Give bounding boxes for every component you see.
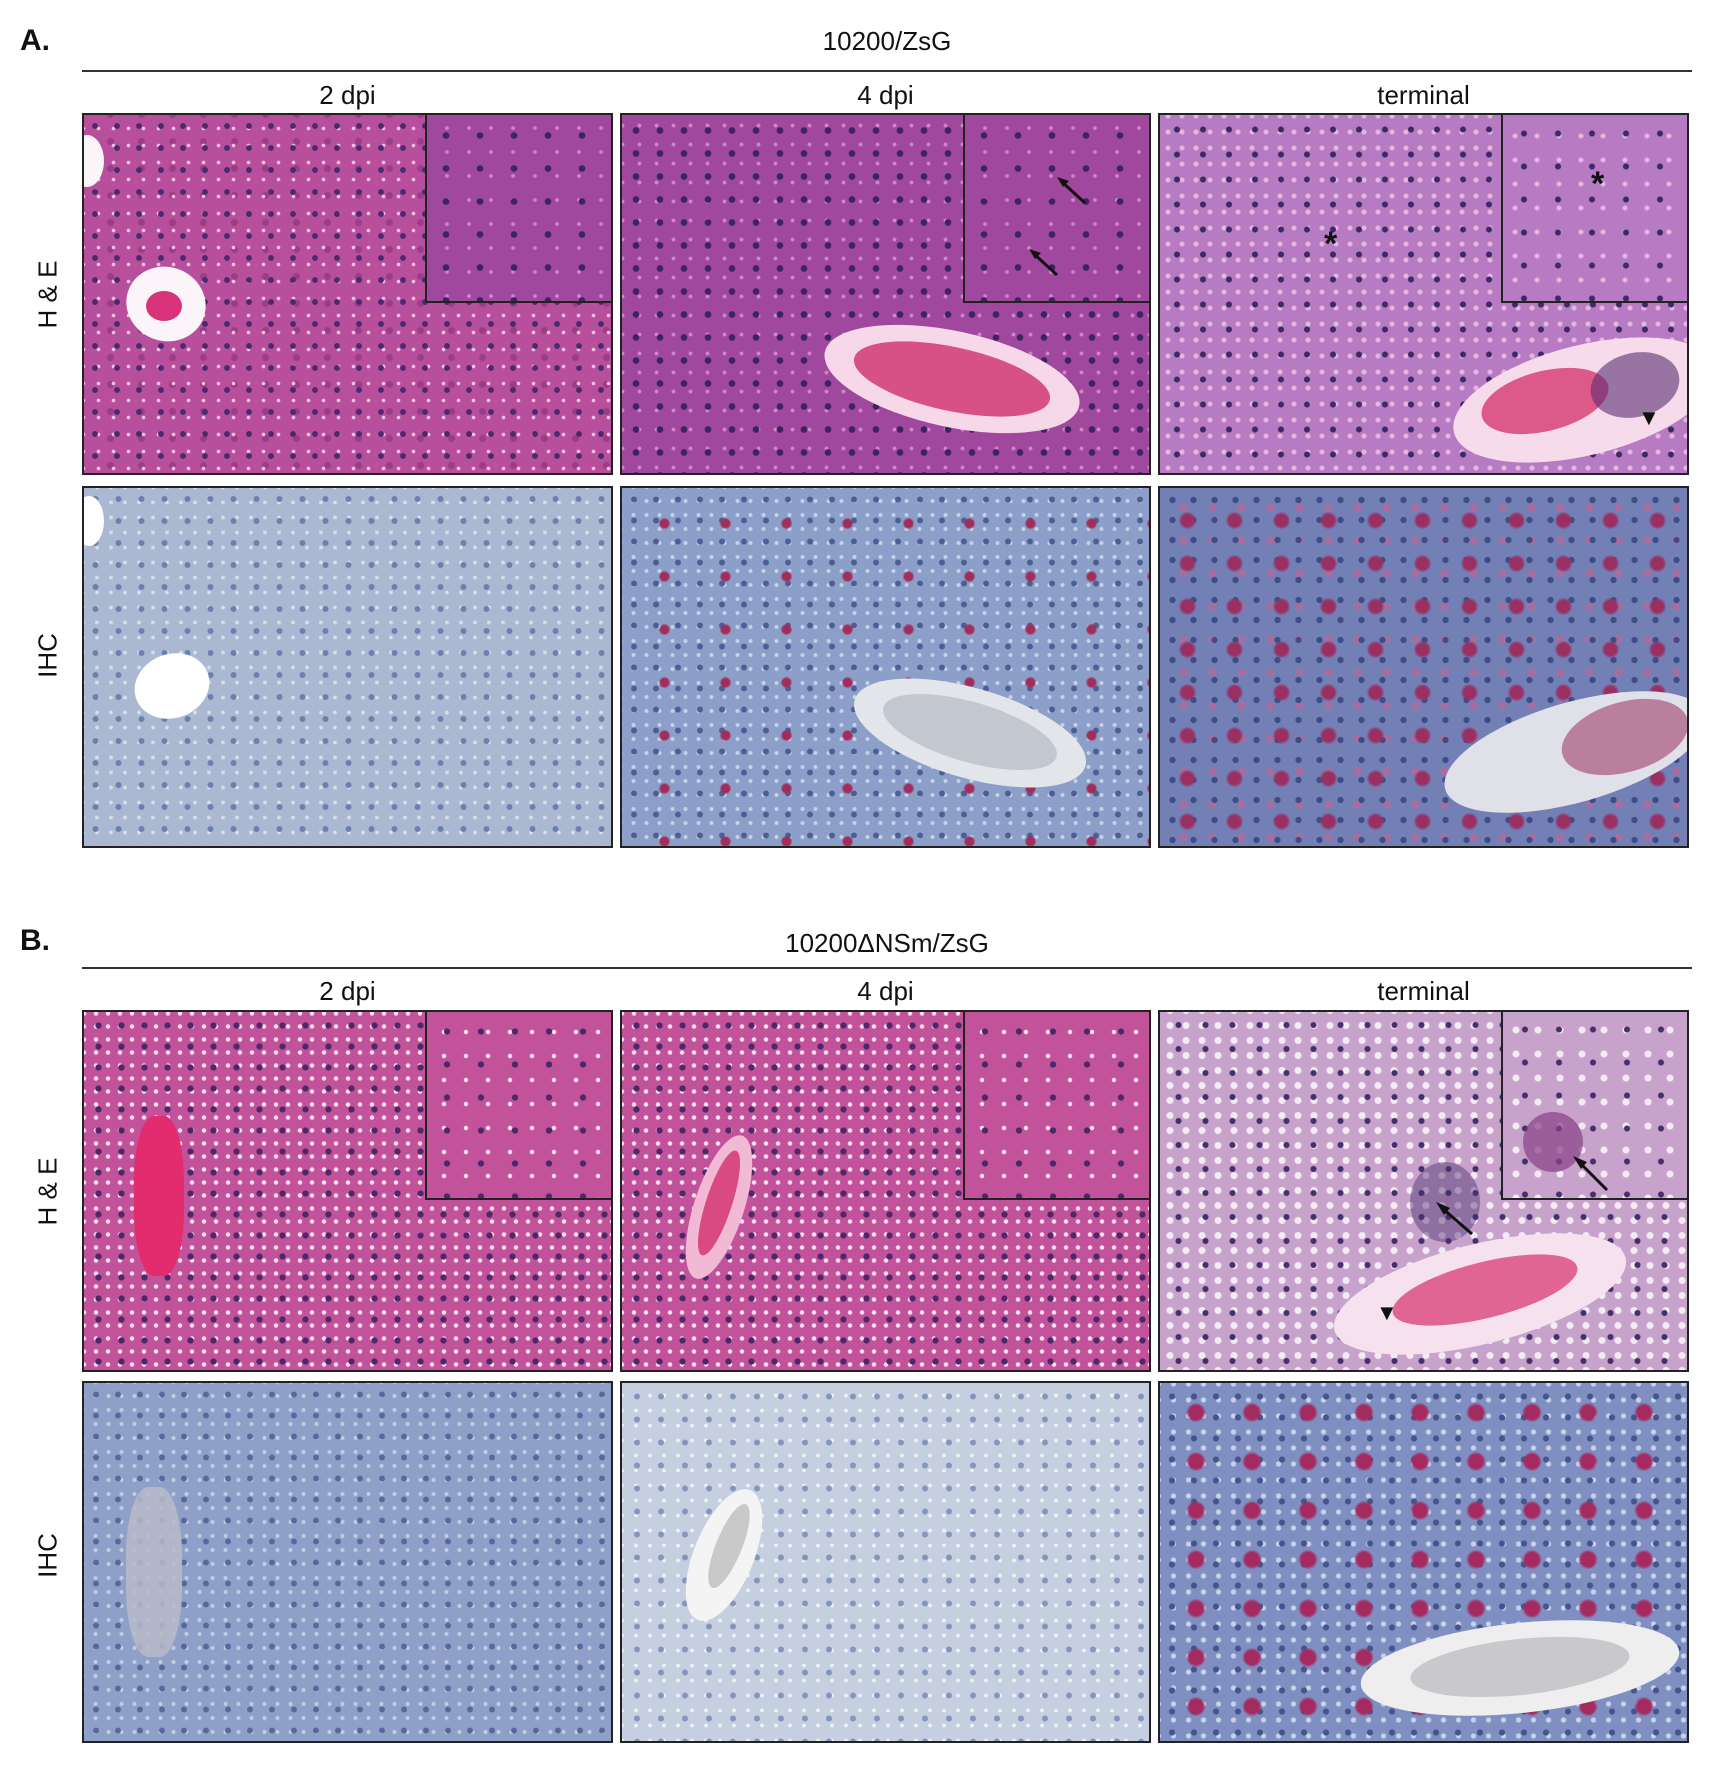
micrograph-b-he-4dpi bbox=[620, 1010, 1151, 1372]
micrograph-a-he-terminal: * ▼ * bbox=[1158, 113, 1689, 475]
arrow-icon bbox=[1029, 177, 1087, 277]
panel-a-col-2dpi: 2 dpi bbox=[319, 80, 376, 110]
micrograph-a-ihc-terminal bbox=[1158, 486, 1689, 848]
inset-magnified bbox=[425, 1012, 611, 1200]
arrowhead-marker: ▼ bbox=[1376, 1300, 1398, 1325]
panel-a-row-he: H & E bbox=[32, 260, 63, 329]
micrograph-b-he-2dpi bbox=[82, 1010, 613, 1372]
panel-b-col-terminal: terminal bbox=[1377, 976, 1470, 1006]
vessel-lumen bbox=[126, 1487, 182, 1657]
inset-magnified bbox=[963, 1012, 1149, 1200]
red-blood-cells bbox=[134, 1116, 184, 1276]
vessel-lumen bbox=[84, 496, 104, 546]
micrograph-a-ihc-2dpi bbox=[82, 486, 613, 848]
vessel-lumen bbox=[125, 642, 219, 730]
arrowhead-marker: ▼ bbox=[1638, 405, 1660, 430]
red-blood-cells bbox=[146, 291, 182, 321]
inset-magnified bbox=[425, 115, 611, 303]
panel-b-divider bbox=[82, 967, 1692, 969]
panel-b-row-ihc: IHC bbox=[32, 1533, 63, 1578]
micrograph-b-ihc-terminal bbox=[1158, 1381, 1689, 1743]
panel-a-divider bbox=[82, 70, 1692, 72]
micrograph-b-he-terminal: ▼ bbox=[1158, 1010, 1689, 1372]
inset-magnified bbox=[963, 115, 1149, 303]
panel-b-col-2dpi: 2 dpi bbox=[319, 976, 376, 1006]
panel-a-title: 10200/ZsG bbox=[822, 26, 952, 56]
arrow-icon bbox=[1436, 1202, 1473, 1236]
panel-b-row-he: H & E bbox=[32, 1157, 63, 1226]
panel-letter-a: A. bbox=[20, 24, 50, 57]
arrow-icon bbox=[1573, 1156, 1609, 1192]
inflammatory-cells bbox=[1410, 1162, 1480, 1242]
panel-a-row-ihc: IHC bbox=[32, 633, 63, 678]
micrograph-a-he-4dpi bbox=[620, 113, 1151, 475]
inset-magnified: * bbox=[1501, 115, 1687, 303]
micrograph-a-ihc-4dpi bbox=[620, 486, 1151, 848]
panel-a-col-4dpi: 4 dpi bbox=[857, 80, 914, 110]
vessel-lumen bbox=[84, 135, 104, 187]
micrograph-b-ihc-4dpi bbox=[620, 1381, 1151, 1743]
panel-b-title: 10200ΔNSm/ZsG bbox=[785, 928, 989, 958]
panel-b-col-4dpi: 4 dpi bbox=[857, 976, 914, 1006]
inset-magnified bbox=[1501, 1012, 1687, 1200]
panel-a-col-terminal: terminal bbox=[1377, 80, 1470, 110]
asterisk-marker: * bbox=[1324, 225, 1338, 263]
panel-letter-b: B. bbox=[20, 924, 50, 957]
inflammatory-cells bbox=[1523, 1112, 1583, 1172]
micrograph-a-he-2dpi bbox=[82, 113, 613, 475]
micrograph-b-ihc-2dpi bbox=[82, 1381, 613, 1743]
asterisk-marker: * bbox=[1591, 165, 1605, 203]
